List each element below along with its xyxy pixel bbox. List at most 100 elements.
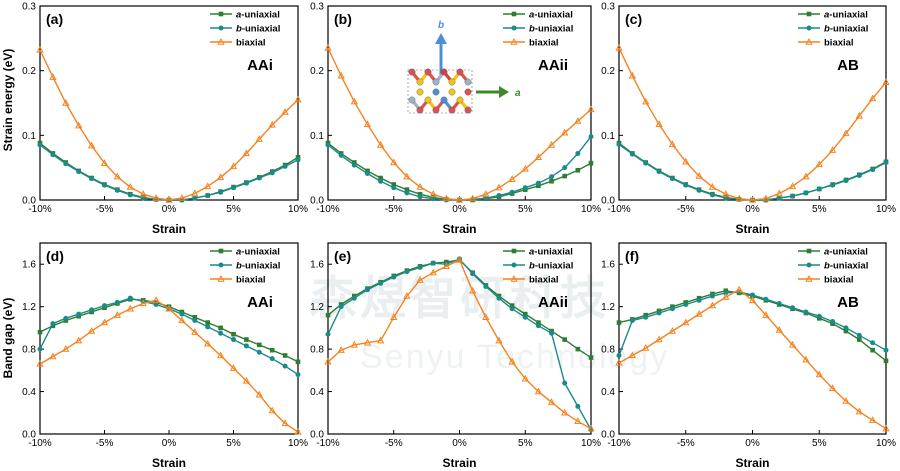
y-tick-label: 0.0 (601, 196, 615, 207)
data-point (656, 310, 662, 316)
data-point (139, 299, 147, 307)
data-point (216, 351, 225, 359)
data-point (268, 406, 276, 414)
legend-label: b-uniaxial (529, 24, 573, 35)
data-point (295, 359, 301, 365)
data-point (75, 336, 83, 344)
data-point (243, 343, 249, 349)
data-point (376, 336, 385, 344)
legend-label-text: -uniaxial (242, 261, 281, 272)
y-tick-label: 0.8 (601, 345, 615, 356)
panel-label: (e) (334, 248, 351, 264)
data-point (790, 305, 796, 311)
data-point (508, 175, 516, 183)
data-point (165, 195, 173, 203)
data-point (509, 303, 515, 308)
data-point (870, 347, 875, 353)
data-point (191, 328, 199, 335)
data-point (255, 135, 263, 142)
legend-label-italic: b (824, 24, 830, 35)
data-point (89, 307, 95, 313)
data-point (36, 359, 44, 367)
data-point (828, 146, 837, 153)
atom (448, 78, 456, 86)
data-point (102, 182, 107, 188)
data-point (281, 419, 289, 427)
data-point (281, 107, 289, 115)
data-point (391, 274, 397, 280)
atom (424, 96, 432, 104)
atom (424, 68, 432, 76)
data-point (351, 295, 357, 301)
data-point (325, 331, 331, 337)
data-point (37, 346, 43, 352)
legend-marker (218, 11, 224, 17)
data-point (242, 149, 251, 157)
data-point (547, 140, 556, 148)
stacking-label: AAii (538, 57, 568, 74)
data-point (870, 167, 876, 173)
data-point (76, 169, 82, 175)
data-point (830, 319, 836, 325)
data-point (536, 320, 541, 325)
atom (416, 88, 424, 96)
data-point (750, 292, 755, 298)
legend-marker (217, 37, 225, 45)
legend-label: a-uniaxial (236, 247, 280, 258)
data-point (668, 140, 677, 148)
legend-label-text: biaxial (529, 38, 559, 49)
legend-marker (510, 274, 518, 282)
data-point (63, 161, 69, 167)
panel-label: (c) (625, 11, 642, 27)
data-point (404, 269, 410, 275)
x-tick-label: 0% (162, 438, 177, 449)
data-point (218, 189, 224, 195)
data-point (870, 340, 876, 346)
legend-marker (218, 262, 224, 268)
legend-label-italic: a (236, 10, 241, 21)
y-tick-label: 1.2 (310, 302, 324, 313)
data-point (587, 105, 595, 113)
y-tick-label: 0.2 (310, 66, 324, 77)
data-point (723, 290, 729, 296)
series-line-biaxial (618, 47, 887, 201)
data-point (735, 194, 743, 202)
data-point (442, 262, 450, 270)
data-point (843, 328, 849, 334)
data-point (615, 358, 623, 366)
data-point (788, 182, 797, 190)
legend-label-text: -uniaxial (534, 247, 573, 258)
data-point (255, 390, 263, 398)
data-point (669, 176, 675, 182)
legend-marker (217, 274, 225, 282)
data-point (562, 337, 567, 342)
data-point (748, 296, 757, 303)
y-tick-label: 0.1 (601, 131, 615, 142)
data-point (403, 292, 411, 299)
data-point (883, 159, 889, 165)
x-tick-label: -5% (385, 204, 403, 215)
data-point (269, 356, 275, 362)
watermark-en: Senyu Technology (360, 338, 670, 376)
stacking-label: AB (837, 294, 859, 311)
data-point (295, 155, 301, 160)
chart-panel-3: -10% -5% 0% 5% 10% 0.0 0.1 0.2 0.3 Strain (c) AB a-u… (601, 2, 896, 237)
data-point (561, 408, 569, 416)
data-point (535, 323, 541, 329)
data-point (669, 306, 675, 312)
data-point (857, 337, 862, 342)
data-point (508, 357, 516, 365)
y-tick-label: 1.6 (310, 260, 324, 271)
data-point (629, 151, 635, 157)
data-point (748, 195, 757, 203)
atom (456, 68, 464, 76)
data-point (282, 353, 288, 358)
x-tick-label: 0% (162, 204, 177, 215)
y-axis-label: Strain energy (eV) (1, 49, 15, 152)
x-axis-label: Strain (735, 222, 769, 236)
data-point (324, 43, 332, 51)
data-point (256, 349, 262, 355)
legend-marker (806, 262, 812, 268)
data-point (549, 330, 555, 336)
chart-panel-1: -10% -5% 0% 5% 10% 0.0 0.1 0.2 0.3 Strain Strain e… (1, 2, 308, 237)
